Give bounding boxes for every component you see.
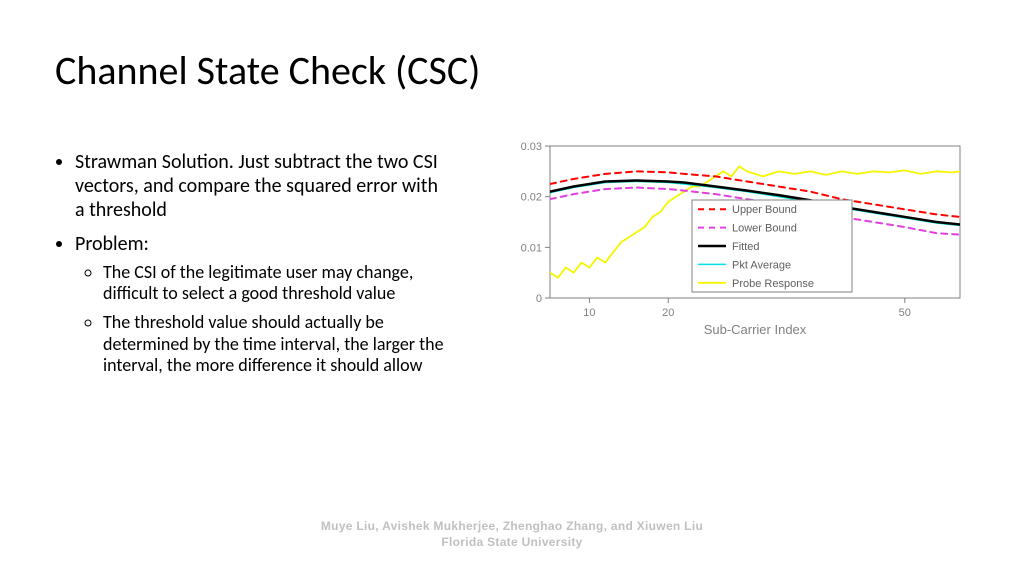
body-text: Strawman Solution. Just subtract the two…	[55, 150, 445, 386]
slide-footer: Muye Liu, Avishek Mukherjee, Zhenghao Zh…	[0, 518, 1024, 550]
svg-text:10: 10	[583, 307, 595, 319]
footer-affiliation: Florida State University	[0, 534, 1024, 550]
svg-text:Pkt Average: Pkt Average	[732, 259, 791, 271]
slide-title: Channel State Check (CSC)	[55, 46, 480, 95]
svg-text:Probe Response: Probe Response	[732, 278, 814, 290]
slide: Channel State Check (CSC) Strawman Solut…	[0, 0, 1024, 576]
svg-text:Fitted: Fitted	[732, 241, 760, 253]
svg-text:Upper Bound: Upper Bound	[732, 204, 797, 216]
svg-text:0.03: 0.03	[521, 141, 542, 153]
svg-text:Sub-Carrier Index: Sub-Carrier Index	[704, 322, 807, 337]
chart-svg: 0 0.01 0.02 0.03 10 20 50 Sub-Carrier Index Uppe…	[490, 138, 970, 348]
sub-bullet-csi-change: The CSI of the legitimate user may chang…	[103, 262, 445, 304]
svg-text:0.01: 0.01	[521, 242, 542, 254]
footer-authors: Muye Liu, Avishek Mukherjee, Zhenghao Zh…	[0, 518, 1024, 534]
svg-text:0.02: 0.02	[521, 192, 542, 204]
svg-text:20: 20	[662, 307, 674, 319]
bullet-problem-label: Problem:	[75, 232, 149, 256]
bullet-problem: Problem: The CSI of the legitimate user …	[75, 232, 445, 376]
svg-text:0: 0	[536, 293, 542, 305]
sub-bullet-threshold: The threshold value should actually be d…	[103, 312, 445, 376]
svg-text:Lower Bound: Lower Bound	[732, 223, 797, 235]
svg-text:50: 50	[899, 307, 911, 319]
bullet-strawman: Strawman Solution. Just subtract the two…	[75, 150, 445, 222]
csc-chart: 0 0.01 0.02 0.03 10 20 50 Sub-Carrier Index Uppe…	[490, 138, 970, 348]
